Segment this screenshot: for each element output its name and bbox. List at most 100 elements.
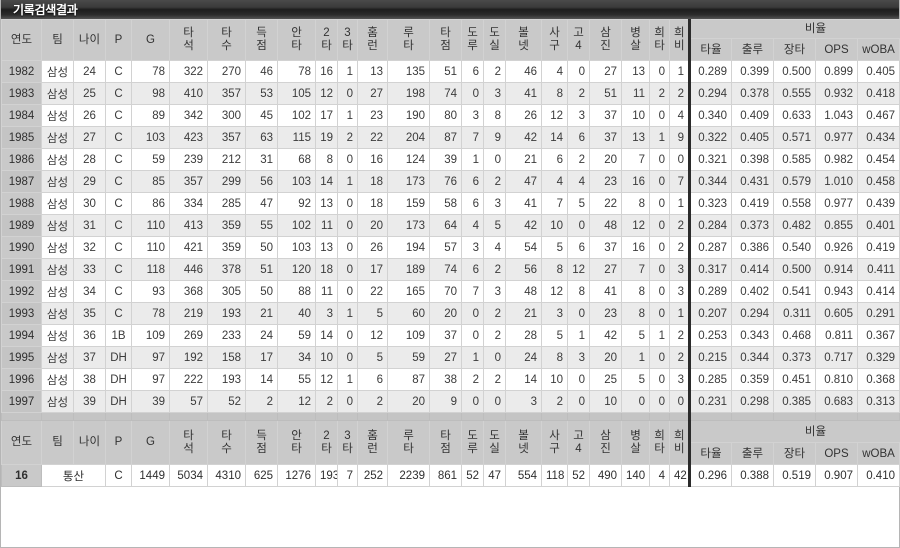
column-header-pos[interactable]: P <box>105 19 132 61</box>
column-header-obp[interactable]: 출루 <box>731 38 774 61</box>
cell-obp: 0.294 <box>731 302 774 325</box>
table-row[interactable]: 1997 삼성 39 DH 39 57 52 2 12 2 0 2 20 9 0 0 3 2 0 10 0 0 0 0.231… <box>1 390 900 413</box>
column-header-avg[interactable]: 타율 <box>688 38 732 61</box>
cell-obp: 0.378 <box>731 82 774 105</box>
footer-column-header-slg[interactable]: 장타 <box>773 442 816 465</box>
table-row[interactable]: 1984 삼성 26 C 89 342 300 45 102 17 1 23 190 80 3 8 26 12 3 3… <box>1 104 900 127</box>
totals-cell-woba: 0.410 <box>857 464 900 487</box>
column-header-slg[interactable]: 장타 <box>773 38 816 61</box>
cell-hbp: 5 <box>541 236 568 259</box>
spacer-cell <box>429 412 462 421</box>
cell-obp: 0.359 <box>731 368 774 391</box>
footer-column-header-ops[interactable]: OPS <box>815 442 858 465</box>
footer-column-header-avg[interactable]: 타율 <box>688 442 732 465</box>
cell-gdp: 0 <box>621 390 650 413</box>
table-row[interactable]: 1982 삼성 24 C 78 322 270 46 78 16 1 13 135 51 6 2 46 4 0 27 1… <box>1 60 900 83</box>
cell-year: 1990 <box>1 236 42 259</box>
column-header-team[interactable]: 팀 <box>41 19 74 61</box>
cell-bb: 56 <box>505 258 542 281</box>
cell-slg: 0.482 <box>773 214 816 237</box>
cell-pa: 421 <box>169 236 208 259</box>
footer-column-header-team[interactable]: 팀 <box>41 420 74 465</box>
cell-ops: 0.982 <box>815 148 858 171</box>
cell-bb: 28 <box>505 324 542 347</box>
table-row[interactable]: 1983 삼성 25 C 98 410 357 53 105 12 0 27 198 74 0 3 41 8 2 51… <box>1 82 900 105</box>
footer-column-header-g[interactable]: G <box>131 420 170 465</box>
totals-cell-pa: 5034 <box>169 464 208 487</box>
footer-column-header-age[interactable]: 나이 <box>73 420 106 465</box>
cell-cs: 4 <box>483 236 506 259</box>
cell-sf: 0 <box>669 148 690 171</box>
table-row[interactable]: 1993 삼성 35 C 78 219 193 21 40 3 1 5 60 20 0 2 21 3 0 23 8 0 1 0… <box>1 302 900 325</box>
table-row[interactable]: 1990 삼성 32 C 110 421 359 50 103 13 0 26 194 57 3 4 54 5 6 3… <box>1 236 900 259</box>
cell-avg: 0.340 <box>688 104 732 127</box>
footer-column-header-woba[interactable]: wOBA <box>857 442 900 465</box>
column-header-year[interactable]: 연도 <box>1 19 42 61</box>
column-header-age[interactable]: 나이 <box>73 19 106 61</box>
table-row[interactable]: 1996 삼성 38 DH 97 222 193 14 55 12 1 6 87 38 2 2 14 10 0 25 5… <box>1 368 900 391</box>
footer-column-header-pos[interactable]: P <box>105 420 132 465</box>
cell-rbi: 20 <box>429 302 462 325</box>
table-row[interactable]: 1995 삼성 37 DH 97 192 158 17 34 10 0 5 59 27 1 0 24 8 3 20 1 0… <box>1 346 900 369</box>
column-header-g[interactable]: G <box>131 19 170 61</box>
cell-ibb: 0 <box>567 214 590 237</box>
footer-column-header-obp[interactable]: 출루 <box>731 442 774 465</box>
table-row[interactable]: 1986 삼성 28 C 59 239 212 31 68 8 0 16 124 39 1 0 21 6 2 20 7 0… <box>1 148 900 171</box>
table-row[interactable]: 1991 삼성 33 C 118 446 378 51 120 18 0 17 189 74 6 2 56 8 12… <box>1 258 900 281</box>
table-row[interactable]: 1987 삼성 29 C 85 357 299 56 103 14 1 18 173 76 6 2 47 4 4 23… <box>1 170 900 193</box>
cell-team: 삼성 <box>41 126 74 149</box>
cell-pos: C <box>105 82 132 105</box>
table-row[interactable]: 1989 삼성 31 C 110 413 359 55 102 11 0 20 173 64 4 5 42 10 0… <box>1 214 900 237</box>
spacer-cell <box>315 412 338 421</box>
cell-d3: 1 <box>337 368 358 391</box>
table-row[interactable]: 1985 삼성 27 C 103 423 357 63 115 19 2 22 204 87 7 9 42 14 6… <box>1 126 900 149</box>
cell-cs: 0 <box>483 346 506 369</box>
cell-r: 14 <box>245 368 278 391</box>
table-row[interactable]: 1988 삼성 30 C 86 334 285 47 92 13 0 18 159 58 6 3 41 7 5 22 8… <box>1 192 900 215</box>
footer-column-header-year[interactable]: 연도 <box>1 420 42 465</box>
cell-team: 삼성 <box>41 346 74 369</box>
column-header-woba[interactable]: wOBA <box>857 38 900 61</box>
table-row[interactable]: 1992 삼성 34 C 93 368 305 50 88 11 0 22 165 70 7 3 48 12 8 41… <box>1 280 900 303</box>
cell-ops: 0.855 <box>815 214 858 237</box>
column-header-ops[interactable]: OPS <box>815 38 858 61</box>
cell-age: 39 <box>73 390 106 413</box>
table-row[interactable]: 1994 삼성 36 1B 109 269 233 24 59 14 0 12 109 37 0 2 28 5 1 4… <box>1 324 900 347</box>
